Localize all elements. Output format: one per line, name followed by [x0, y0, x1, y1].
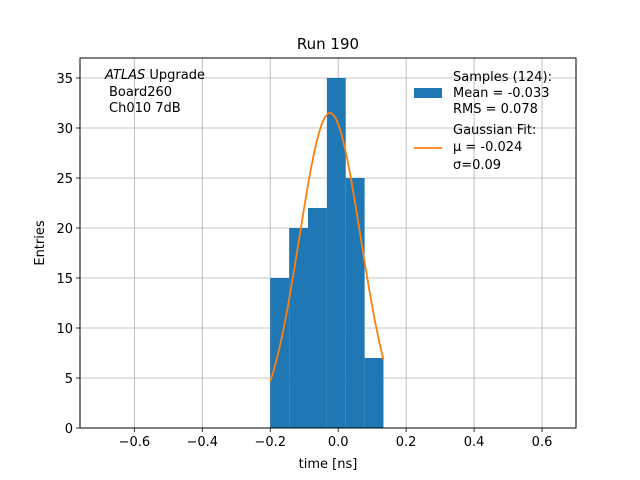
y-tick-label: 0 — [65, 422, 73, 437]
legend: Samples (124): Mean = -0.033 RMS = 0.078… — [414, 70, 552, 173]
annotation-atlas: ATLAS — [104, 68, 145, 83]
chart-title: Run 190 — [297, 35, 359, 53]
x-tick-label: −0.6 — [119, 435, 151, 450]
plot-frame — [79, 57, 577, 429]
legend-fit-sigma: σ=0.09 — [453, 158, 501, 173]
legend-histogram-rms: RMS = 0.078 — [453, 102, 538, 117]
y-tick-label: 10 — [56, 322, 73, 337]
y-axis-ticks: 0 5 10 15 20 25 30 35 — [56, 72, 80, 437]
x-tick-label: 0.2 — [396, 435, 417, 450]
y-tick-label: 35 — [56, 72, 73, 87]
histogram-bar — [345, 178, 365, 428]
y-tick-label: 30 — [56, 122, 73, 137]
x-axis-label: time [ns] — [299, 457, 358, 472]
annotation-line-1: ATLAS Upgrade — [104, 68, 205, 83]
y-tick-label: 5 — [65, 372, 73, 387]
gaussian-fit-curve — [269, 112, 385, 382]
x-tick-label: 0.6 — [532, 435, 553, 450]
x-tick-label: 0.0 — [328, 435, 349, 450]
annotation-line-2: Board260 — [109, 85, 172, 100]
x-tick-label: −0.2 — [254, 435, 286, 450]
legend-fit-mu: μ = -0.024 — [453, 140, 522, 155]
legend-fit-name: Gaussian Fit: — [453, 123, 536, 138]
x-tick-label: −0.4 — [187, 435, 219, 450]
y-axis-label: Entries — [33, 220, 48, 266]
annotation-line-3: Ch010 7dB — [109, 101, 181, 116]
histogram-bar — [270, 278, 290, 428]
y-tick-label: 20 — [56, 222, 73, 237]
y-tick-label: 25 — [56, 172, 73, 187]
histogram-bar — [307, 208, 327, 428]
histogram-bar — [289, 228, 308, 428]
histogram-bar — [326, 78, 346, 428]
annotation-upgrade: Upgrade — [145, 68, 205, 83]
x-tick-label: 0.4 — [464, 435, 485, 450]
histogram-bars — [270, 78, 384, 428]
atlas-annotation: ATLAS Upgrade Board260 Ch010 7dB — [104, 68, 205, 116]
legend-histogram-swatch — [414, 88, 442, 98]
y-tick-label: 15 — [56, 272, 73, 287]
legend-histogram-name: Samples (124): — [453, 70, 552, 85]
histogram-bar — [364, 358, 384, 428]
legend-histogram-mean: Mean = -0.033 — [453, 86, 549, 101]
x-axis-ticks: −0.6 −0.4 −0.2 0.0 0.2 0.4 0.6 — [119, 428, 553, 450]
